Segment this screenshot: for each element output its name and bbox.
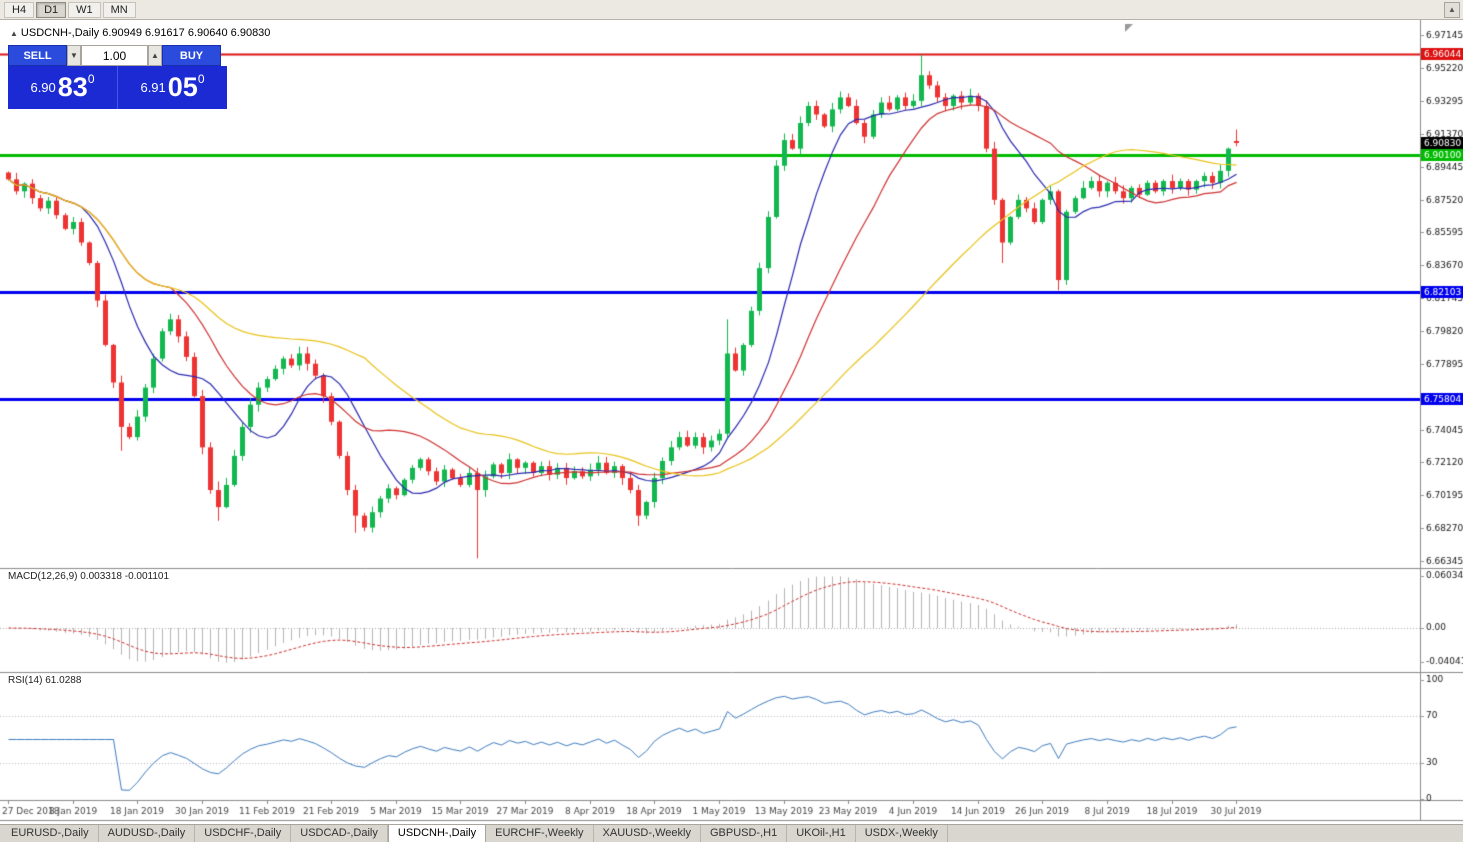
- timeframe-w1[interactable]: W1: [68, 1, 101, 18]
- buy-price-display[interactable]: 6.91 05 0: [117, 66, 227, 109]
- volume-increase-button[interactable]: ▲: [148, 45, 162, 66]
- tab-gbpusd-h1[interactable]: GBPUSD-,H1: [701, 825, 788, 842]
- sell-button[interactable]: SELL: [8, 45, 67, 66]
- sell-price-small: 6.90: [30, 80, 56, 95]
- timeframe-h4[interactable]: H4: [4, 1, 35, 18]
- tab-usdx-weekly[interactable]: USDX-,Weekly: [856, 825, 948, 842]
- price-chart-canvas[interactable]: [0, 20, 1463, 824]
- timeframe-buttons: H4 D1 W1 MN: [4, 1, 136, 18]
- timeframe-d1[interactable]: D1: [36, 1, 67, 18]
- tab-usdchf-daily[interactable]: USDCHF-,Daily: [195, 825, 292, 842]
- volume-input[interactable]: [81, 45, 148, 66]
- buy-button[interactable]: BUY: [162, 45, 221, 66]
- volume-decrease-button[interactable]: ▼: [67, 45, 81, 66]
- timeframe-mn[interactable]: MN: [102, 1, 136, 18]
- top-toolbar: H4 D1 W1 MN ▲: [0, 0, 1463, 20]
- buy-price-big: 05: [167, 72, 198, 102]
- buy-price-sup: 0: [197, 71, 205, 86]
- tab-eurchf-weekly[interactable]: EURCHF-,Weekly: [486, 825, 594, 842]
- scroll-up-button[interactable]: ▲: [1444, 2, 1460, 18]
- buy-price-small: 6.91: [140, 80, 166, 95]
- sell-price-sup: 0: [87, 71, 95, 86]
- sell-price-big: 83: [57, 72, 88, 102]
- tab-eurusd-daily[interactable]: EURUSD-,Daily: [2, 825, 99, 842]
- tab-usdcad-daily[interactable]: USDCAD-,Daily: [291, 825, 388, 842]
- sell-price-display[interactable]: 6.90 83 0: [8, 66, 117, 109]
- tab-usdcnh-daily[interactable]: USDCNH-,Daily: [387, 824, 487, 842]
- tab-audusd-daily[interactable]: AUDUSD-,Daily: [99, 825, 196, 842]
- tab-xauusd-weekly[interactable]: XAUUSD-,Weekly: [594, 825, 701, 842]
- chart-tabs: EURUSD-,Daily AUDUSD-,Daily USDCHF-,Daily U…: [0, 824, 1463, 842]
- tab-ukoil-h1[interactable]: UKOil-,H1: [787, 825, 856, 842]
